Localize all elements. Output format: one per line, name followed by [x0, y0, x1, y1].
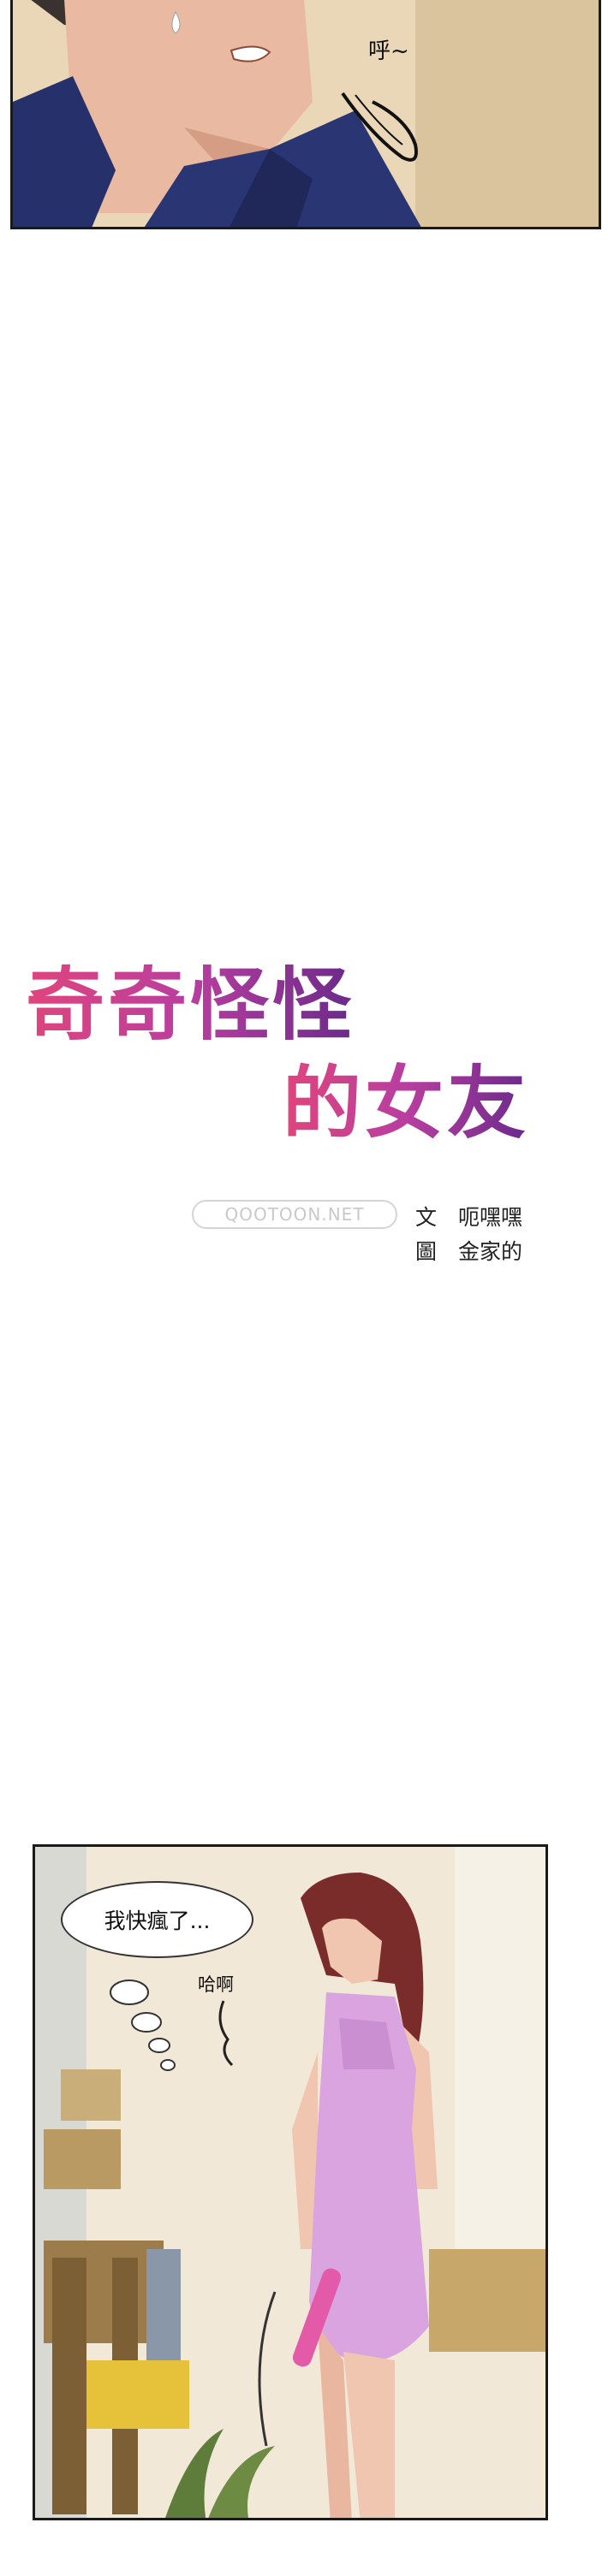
speech-bubble-text: 我快瘋了...: [104, 1908, 211, 1933]
credit-art-name: 金家的: [458, 1239, 523, 1264]
credit-art-label: 圖: [415, 1239, 438, 1264]
sfx-exhale-text: 呼~: [368, 39, 409, 64]
sfx-pant-text: 哈啊: [198, 1974, 234, 1995]
site-watermark: QOOTOON.NET: [192, 1200, 397, 1229]
comic-panel-1: 呼~: [10, 0, 601, 229]
panel-2-artwork: [35, 1847, 545, 2518]
panel-1-artwork: [13, 0, 599, 227]
credit-story-label: 文: [415, 1205, 438, 1230]
comic-panel-2: 我快瘋了... 哈啊: [33, 1844, 548, 2520]
series-title-line-1: 奇奇怪怪: [26, 941, 355, 1055]
credit-story-name: 呃嘿嘿: [458, 1205, 523, 1230]
speech-bubble: 我快瘋了...: [61, 1881, 253, 1958]
series-title-line-2: 的女友: [283, 1040, 529, 1154]
